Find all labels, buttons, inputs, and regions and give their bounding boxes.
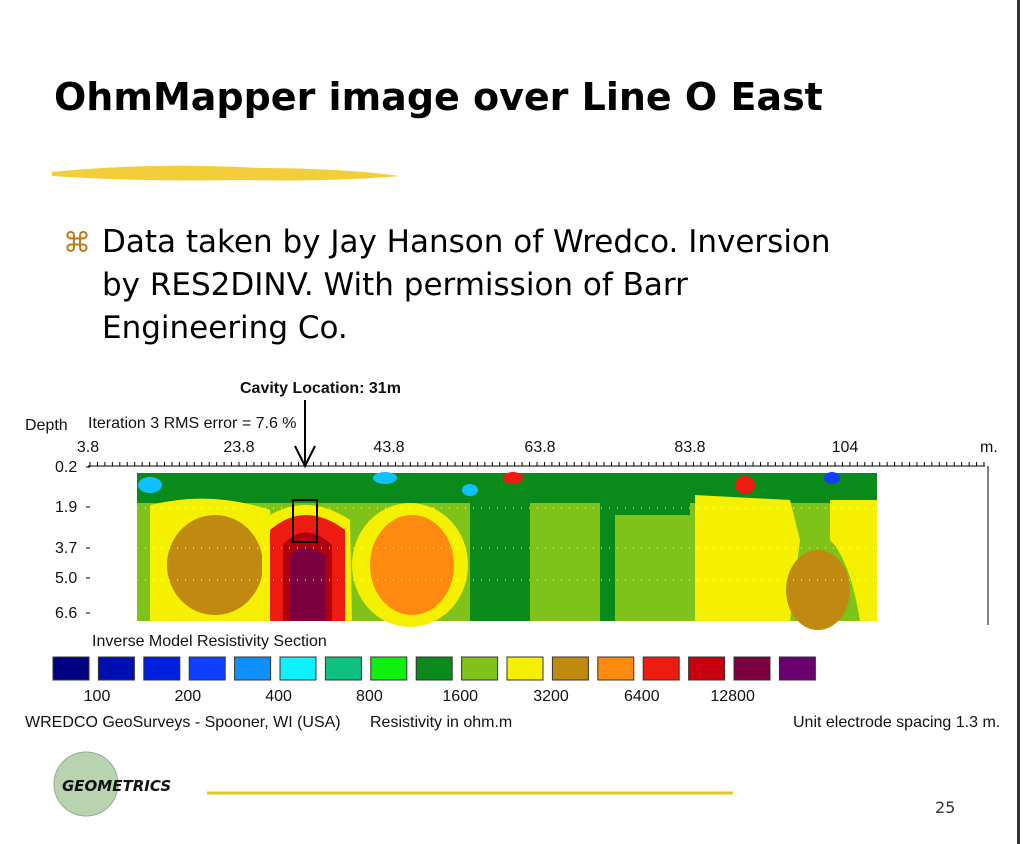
iteration: Iteration 3 RMS error = 7.6 % [88,415,297,432]
x-label: 104 [832,439,859,456]
bullet-symbol: ⌘ [63,226,91,259]
scale-swatch [143,656,181,681]
depth-value: 6.6 [55,605,77,622]
scale-label: 12800 [710,688,755,705]
scale-swatch [778,656,816,681]
title: OhmMapper image over Line O East [54,75,823,119]
scale-label: 800 [356,688,383,705]
scale-label: 100 [84,688,111,705]
scale-caption: Resistivity in ohm.m [370,714,512,731]
scale-swatch [97,656,135,681]
credit: WREDCO GeoSurveys - Spooner, WI (USA) [25,714,341,731]
logo-globe [53,751,119,817]
x-label: 23.8 [223,439,254,456]
logo-text: GEOMETRICS [62,777,171,795]
bullet-line: Engineering Co. [102,310,348,346]
depth-value: 1.9 [55,499,77,516]
section-image [137,472,877,630]
section-title: Inverse Model Resistivity Section [92,633,327,650]
x-label: 83.8 [674,439,705,456]
scale-swatch [551,656,589,681]
scale-swatch [597,656,635,681]
depth-value: 3.7 [55,540,77,557]
scale-label: 200 [174,688,201,705]
scale-swatch [188,656,226,681]
x-label: 3.8 [77,439,99,456]
brush-stroke [52,165,400,181]
scale-label: 6400 [624,688,660,705]
scale-swatch [370,656,408,681]
x-label: 43.8 [373,439,404,456]
scale-swatch [324,656,362,681]
depth-value: 0.2 [55,459,77,476]
depth-label: Depth [25,417,68,434]
scale-label: 400 [265,688,292,705]
scale-swatch [733,656,771,681]
scale-swatch [688,656,726,681]
spacing-note: Unit electrode spacing 1.3 m. [793,714,1000,731]
bullet-line: Data taken by Jay Hanson of Wredco. Inve… [102,224,831,260]
bullet-line: by RES2DINV. With permission of Barr [102,267,688,303]
x-unit: m. [980,439,998,456]
depth-value: 5.0 [55,570,77,587]
scale-swatch [234,656,272,681]
scale-swatch [415,656,453,681]
scale-swatch [279,656,317,681]
scale-label: 3200 [533,688,569,705]
callout: Cavity Location: 31m [240,380,401,397]
scale-swatch [642,656,680,681]
scale-swatch [461,656,499,681]
x-label: 63.8 [524,439,555,456]
scale-swatch [52,656,90,681]
edge-line [1017,0,1020,844]
page-number: 25 [935,798,955,817]
scale-label: 1600 [442,688,478,705]
scale-swatch [506,656,544,681]
